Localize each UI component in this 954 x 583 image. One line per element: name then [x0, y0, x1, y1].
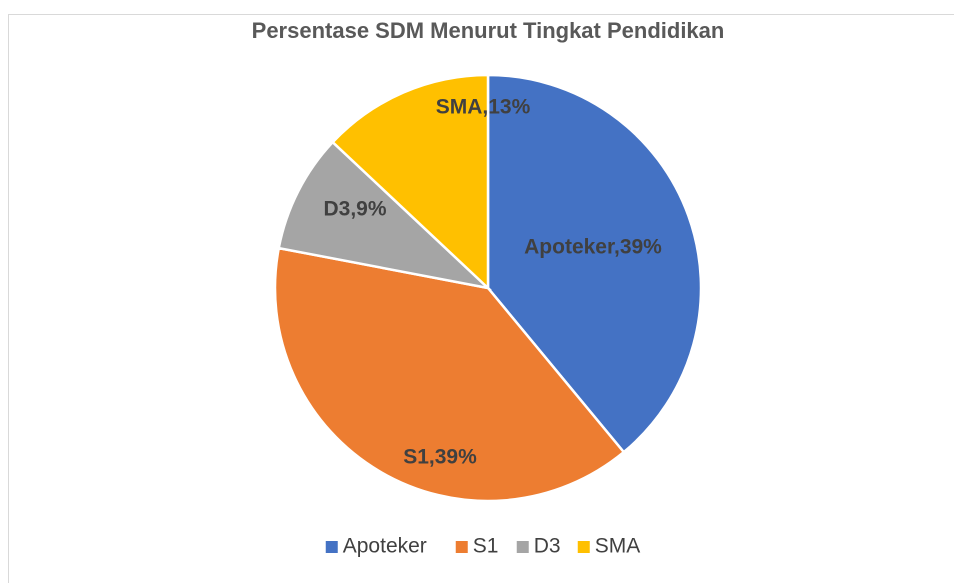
legend-swatch [455, 541, 468, 553]
pie-slice [277, 140, 492, 291]
legend-swatch [516, 541, 529, 553]
data-label: SMA,13% [436, 96, 531, 119]
pie-slice [330, 73, 490, 291]
legend-label: Apoteker [343, 535, 427, 558]
legend-swatch [577, 541, 590, 553]
data-label: S1,39% [403, 446, 477, 469]
legend-swatch [325, 541, 338, 553]
legend-label: D3 [534, 535, 561, 558]
pie-slice [486, 73, 703, 454]
data-label: Apoteker,39% [524, 236, 662, 259]
pie-slice [273, 246, 626, 503]
chart-title: Persentase SDM Menurut Tingkat Pendidika… [252, 18, 725, 43]
data-label: D3,9% [323, 198, 386, 221]
legend-label: SMA [595, 535, 641, 558]
legend-label: S1 [473, 535, 499, 558]
